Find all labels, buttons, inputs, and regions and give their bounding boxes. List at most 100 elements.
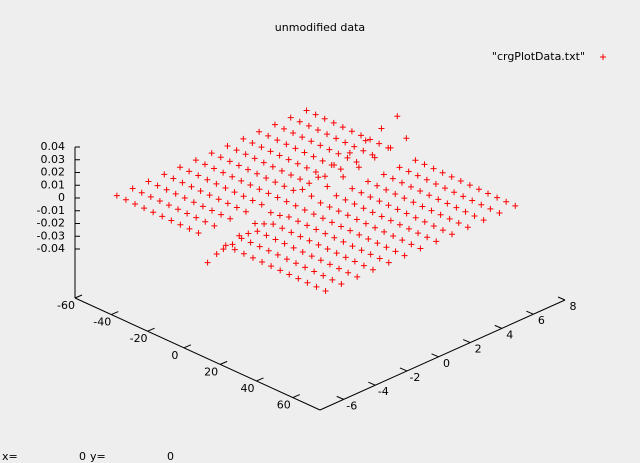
point [317,199,324,206]
point [408,183,415,190]
point [260,159,267,166]
point [192,157,199,164]
point [462,208,469,215]
y-tick [526,310,534,315]
y-tick-label: 8 [570,300,577,313]
point [258,201,265,208]
point [357,132,364,139]
point [376,198,383,205]
z-tick-label: -0.01 [37,204,65,217]
point [403,135,410,142]
z-tick-label: 0.02 [41,166,66,179]
point [274,194,281,201]
point [376,255,383,262]
point [324,183,331,190]
point [147,193,154,200]
point [451,189,458,196]
point [401,252,408,259]
point [376,140,383,147]
point [428,207,435,214]
x-tick-label: 40 [240,382,254,395]
point [345,269,352,276]
point [367,193,374,200]
point [249,140,256,147]
status-x-value: 0 [79,450,86,463]
y-tick [431,353,439,358]
point [392,191,399,198]
point [423,176,430,183]
point [385,144,392,151]
point [337,166,344,173]
point [295,275,302,282]
point [263,174,270,181]
point [378,125,385,132]
point [335,150,342,157]
point [512,202,519,209]
z-tick-label: -0.03 [37,229,65,242]
point [330,119,337,126]
legend-label: "crgPlotData.txt" [492,50,585,63]
y-tick [336,395,344,400]
y-tick [462,339,471,344]
point [419,203,426,210]
point [236,232,243,239]
y-axis [319,299,566,411]
point [321,115,328,122]
point [259,259,266,266]
point [394,113,401,120]
point [254,170,261,177]
point [353,216,360,223]
point [336,265,343,272]
x-tick-label: -20 [130,332,148,345]
x-tick-label: -40 [93,316,111,329]
point [439,227,446,234]
point [329,219,336,226]
y-tick-label: -6 [346,399,357,412]
point [415,230,422,237]
point [485,190,492,197]
point [263,232,270,239]
point [464,224,471,231]
point [320,272,327,279]
point [265,247,272,254]
point [396,221,403,228]
point [138,189,145,196]
point [380,171,387,178]
point [161,171,168,178]
point [181,195,188,202]
point [310,211,317,218]
point [460,193,467,200]
point [268,263,275,270]
point [348,128,355,135]
x-tick [292,394,300,399]
point [304,222,311,229]
z-tick-label: 0.01 [41,178,66,191]
point [271,121,278,128]
point [252,220,259,227]
point [256,186,263,193]
point [276,212,283,219]
point [240,193,247,200]
point [437,211,444,218]
point [374,182,381,189]
point [312,111,319,118]
point [129,185,136,192]
point [446,215,453,222]
y-tick-label: 0 [443,357,450,370]
point [435,196,442,203]
point [421,218,428,225]
point [351,201,358,208]
point [188,183,195,190]
point [315,241,322,248]
point [399,237,406,244]
point [159,213,166,220]
y-tick-label: -4 [378,385,389,398]
point [113,192,120,199]
point [426,192,433,199]
point [218,211,225,218]
point [349,243,356,250]
z-tick-label: -0.02 [37,217,65,230]
point [306,180,313,187]
point [204,259,211,266]
point [305,122,312,129]
